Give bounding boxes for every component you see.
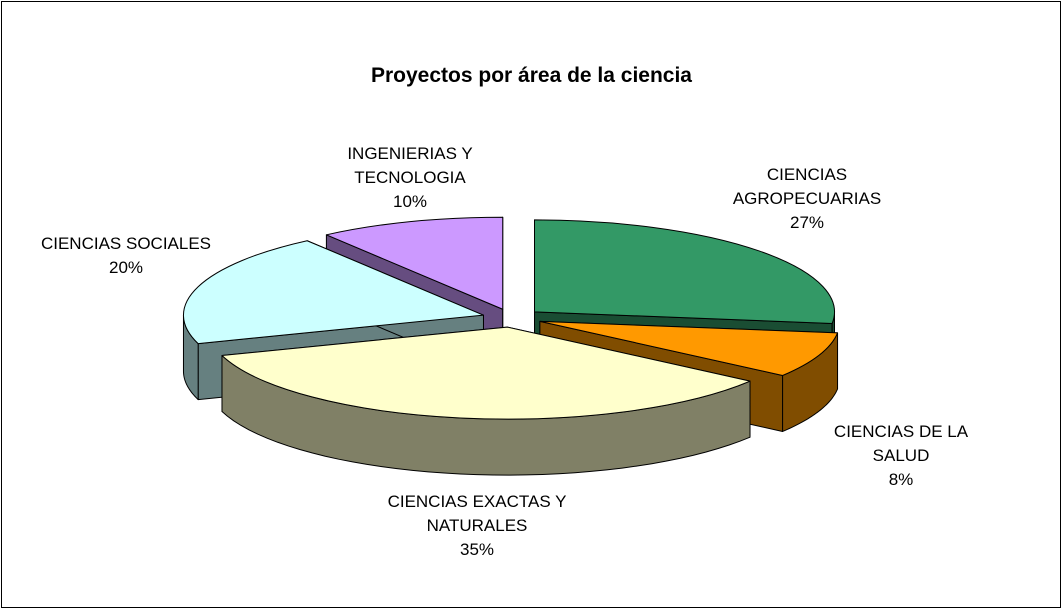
value-label: 27% [789,213,825,232]
value-label: 35% [459,540,495,559]
slice [182,240,484,345]
slice [539,320,839,376]
value-label: 10% [392,192,428,211]
data-label: CIENCIAS AGROPECUARIAS 27% [702,163,912,235]
category-label: CIENCIAS EXACTAS Y NATURALES [387,492,567,535]
slice [325,216,504,310]
chart-title: Proyectos por área de la ciencia [371,64,692,87]
category-label: CIENCIAS SOCIALES [40,234,212,253]
data-label: INGENIERIAS Y TECNOLOGIA 10% [335,142,485,214]
data-label: CIENCIAS EXACTAS Y NATURALES 35% [372,490,582,562]
value-label: 20% [108,258,144,277]
category-label: INGENIERIAS Y TECNOLOGIA [347,144,473,187]
data-label: CIENCIAS DE LA SALUD 8% [814,420,989,492]
category-label: CIENCIAS AGROPECUARIAS [732,165,882,208]
value-label: 8% [888,470,914,489]
data-label: CIENCIAS SOCIALES 20% [0,232,256,280]
slice [534,219,835,324]
slice [221,326,751,420]
category-label: CIENCIAS DE LA SALUD [833,422,969,465]
